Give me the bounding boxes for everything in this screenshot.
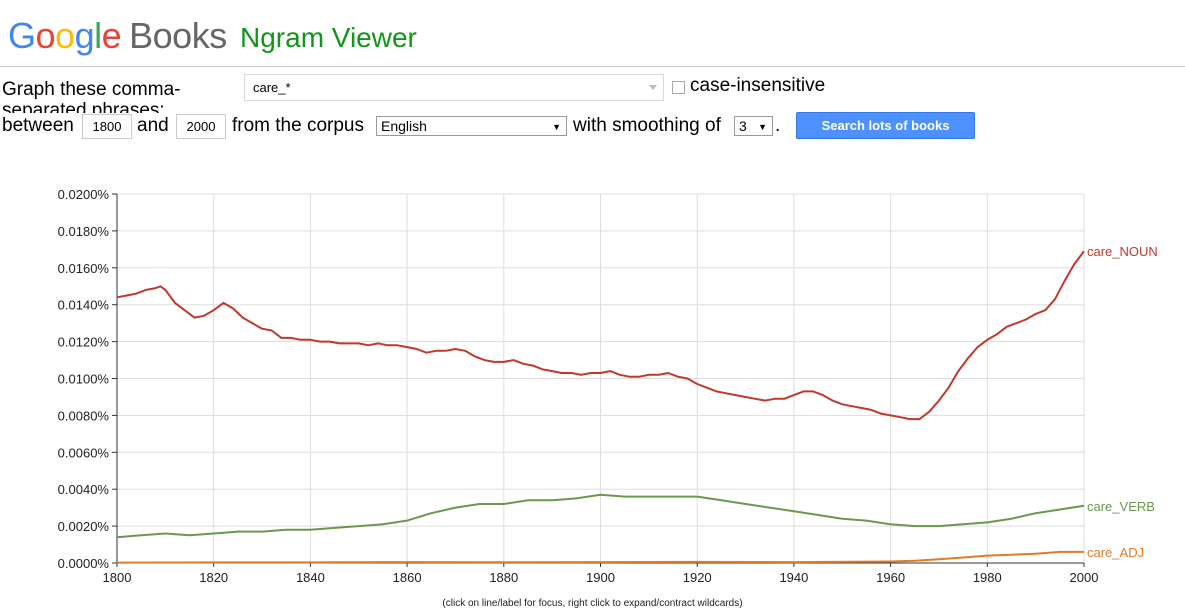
graph-label-line1: Graph these comma- (2, 79, 181, 100)
x-tick-label: 1800 (103, 570, 132, 585)
corpus-value: English (381, 118, 427, 134)
chart-series (116, 250, 1085, 564)
x-tick-labels: 1800 1820 1840 1860 1880 1900 1920 1940 1960 1980… (103, 570, 1099, 585)
x-tick-label: 2000 (1070, 570, 1099, 585)
case-insensitive-label: case-insensitive (690, 75, 826, 96)
google-books-logo[interactable]: Google Books (8, 14, 227, 58)
y-tick-label: 0.0100% (58, 372, 110, 387)
x-tick-label: 1920 (683, 570, 712, 585)
smoothing-select[interactable]: 3 ▼ (734, 116, 773, 136)
smoothing-label: with smoothing of (573, 115, 721, 136)
y-tick-label: 0.0040% (58, 482, 110, 497)
y-tick-label: 0.0140% (58, 298, 110, 313)
y-tick-label: 0.0080% (58, 408, 110, 423)
series-label-care_VERB: care_VERB (1087, 499, 1155, 514)
y-tick-label: 0.0060% (58, 445, 110, 460)
y-tick-labels: 0.0000% 0.0020% 0.0040% 0.0060% 0.0080% 0.010… (58, 187, 110, 571)
x-tick-label: 1980 (973, 570, 1002, 585)
chevron-down-icon: ▼ (552, 122, 561, 132)
y-tick-label: 0.0000% (58, 556, 110, 571)
product-title: Ngram Viewer (240, 22, 417, 53)
header-divider (0, 66, 1185, 67)
x-tick-label: 1960 (876, 570, 905, 585)
end-year-input[interactable]: 2000 (176, 114, 226, 139)
chevron-down-icon: ▼ (758, 122, 767, 132)
y-tick-label: 0.0160% (58, 261, 110, 276)
chart-caption: (click on line/label for focus, right cl… (442, 598, 743, 609)
period: . (775, 115, 781, 136)
series-line-care_VERB (116, 493, 1085, 539)
series-label-care_ADJ: care_ADJ (1087, 545, 1144, 560)
x-tick-label: 1860 (393, 570, 422, 585)
graph-label-line2: separated phrases: (2, 100, 165, 121)
dropdown-arrow-icon (649, 85, 657, 90)
x-tick-label: 1840 (296, 570, 325, 585)
y-tick-label: 0.0120% (58, 335, 110, 350)
chart-grid (117, 193, 1085, 563)
smoothing-value: 3 (739, 118, 747, 134)
x-tick-label: 1940 (779, 570, 808, 585)
y-tick-label: 0.0180% (58, 224, 110, 239)
series-line-care_NOUN (116, 250, 1085, 421)
between-label: between (2, 115, 74, 136)
series-line-care_ADJ (116, 550, 1084, 564)
y-tick-label: 0.0200% (58, 187, 110, 202)
x-tick-label: 1820 (199, 570, 228, 585)
x-tick-label: 1880 (489, 570, 518, 585)
query-input[interactable]: care_* (244, 74, 664, 101)
case-insensitive-checkbox[interactable] (672, 81, 685, 94)
y-tick-label: 0.0020% (58, 519, 110, 534)
and-label: and (137, 115, 169, 136)
corpus-select[interactable]: English ▼ (376, 116, 567, 136)
logo-books: Books (129, 15, 227, 56)
search-button[interactable]: Search lots of books (796, 112, 975, 139)
logo-google: Google (8, 15, 122, 56)
series-labels: care_NOUN care_VERB care_ADJ (1087, 244, 1158, 560)
corpus-label: from the corpus (232, 115, 364, 136)
start-year-input[interactable]: 1800 (82, 114, 132, 139)
query-value: care_* (253, 80, 291, 95)
chart-axes (112, 193, 1085, 567)
series-label-care_NOUN: care_NOUN (1087, 244, 1158, 259)
x-tick-label: 1900 (586, 570, 615, 585)
